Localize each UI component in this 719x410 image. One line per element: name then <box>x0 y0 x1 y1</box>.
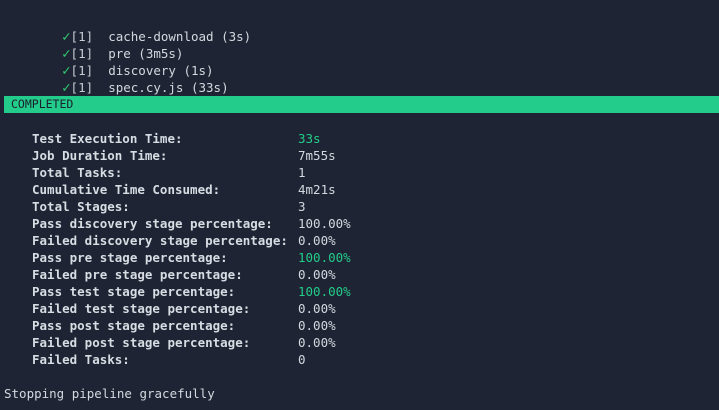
stage-label: spec.cy.js (33s) <box>108 80 229 95</box>
summary-label: Test Execution Time: <box>32 131 183 146</box>
summary-label: Failed post stage percentage: <box>32 335 251 350</box>
summary-value: 0.00% <box>298 335 336 350</box>
stage-label: pre (3m5s) <box>108 46 184 61</box>
summary-value: 33s <box>298 131 321 146</box>
summary-label: Failed test stage percentage: <box>32 301 251 316</box>
summary-value: 0.00% <box>298 301 336 316</box>
status-banner: COMPLETED <box>4 96 719 113</box>
summary-label: Pass pre stage percentage: <box>32 250 228 265</box>
summary-label: Pass discovery stage percentage: <box>32 216 273 231</box>
checkmark-icon: ✓ <box>62 63 71 79</box>
summary-value: 3 <box>298 199 306 214</box>
summary-label: Total Stages: <box>32 199 130 214</box>
stage-count: [1] <box>70 63 94 78</box>
summary-value: 0.00% <box>298 233 336 248</box>
summary-value: 100.00% <box>298 250 351 265</box>
summary-value: 100.00% <box>298 216 351 231</box>
stage-count: [1] <box>70 80 94 95</box>
stage-count: [1] <box>70 29 94 44</box>
footer-message: Stopping pipeline gracefully <box>4 386 215 401</box>
summary-label: Total Tasks: <box>32 165 123 180</box>
summary-label: Failed discovery stage percentage: <box>32 233 288 248</box>
stage-line: ✓[1] spec.cy.js (33s) <box>32 62 229 96</box>
stage-label: discovery (1s) <box>108 63 214 78</box>
summary-value: 1 <box>298 165 306 180</box>
summary-label: Failed Tasks: <box>32 352 130 367</box>
stage-count: [1] <box>70 46 94 61</box>
summary-label: Pass post stage percentage: <box>32 318 236 333</box>
summary-label: Cumulative Time Consumed: <box>32 182 221 197</box>
summary-value: 0 <box>298 352 306 367</box>
checkmark-icon: ✓ <box>62 46 71 62</box>
summary-label: Pass test stage percentage: <box>32 284 236 299</box>
summary-label: Failed pre stage percentage: <box>32 267 243 282</box>
summary-value: 0.00% <box>298 318 336 333</box>
stage-label: cache-download (3s) <box>108 29 252 44</box>
stage-line: ✓[1] cache-download (3s) <box>32 11 251 45</box>
summary-value: 0.00% <box>298 267 336 282</box>
summary-label: Job Duration Time: <box>32 148 168 163</box>
summary-value: 4m21s <box>298 182 336 197</box>
stage-line: ✓[1] discovery (1s) <box>32 45 213 79</box>
checkmark-icon: ✓ <box>62 80 71 96</box>
summary-value: 100.00% <box>298 284 351 299</box>
summary-value: 7m55s <box>298 148 336 163</box>
stage-line: ✓[1] pre (3m5s) <box>32 28 183 62</box>
checkmark-icon: ✓ <box>62 29 71 45</box>
